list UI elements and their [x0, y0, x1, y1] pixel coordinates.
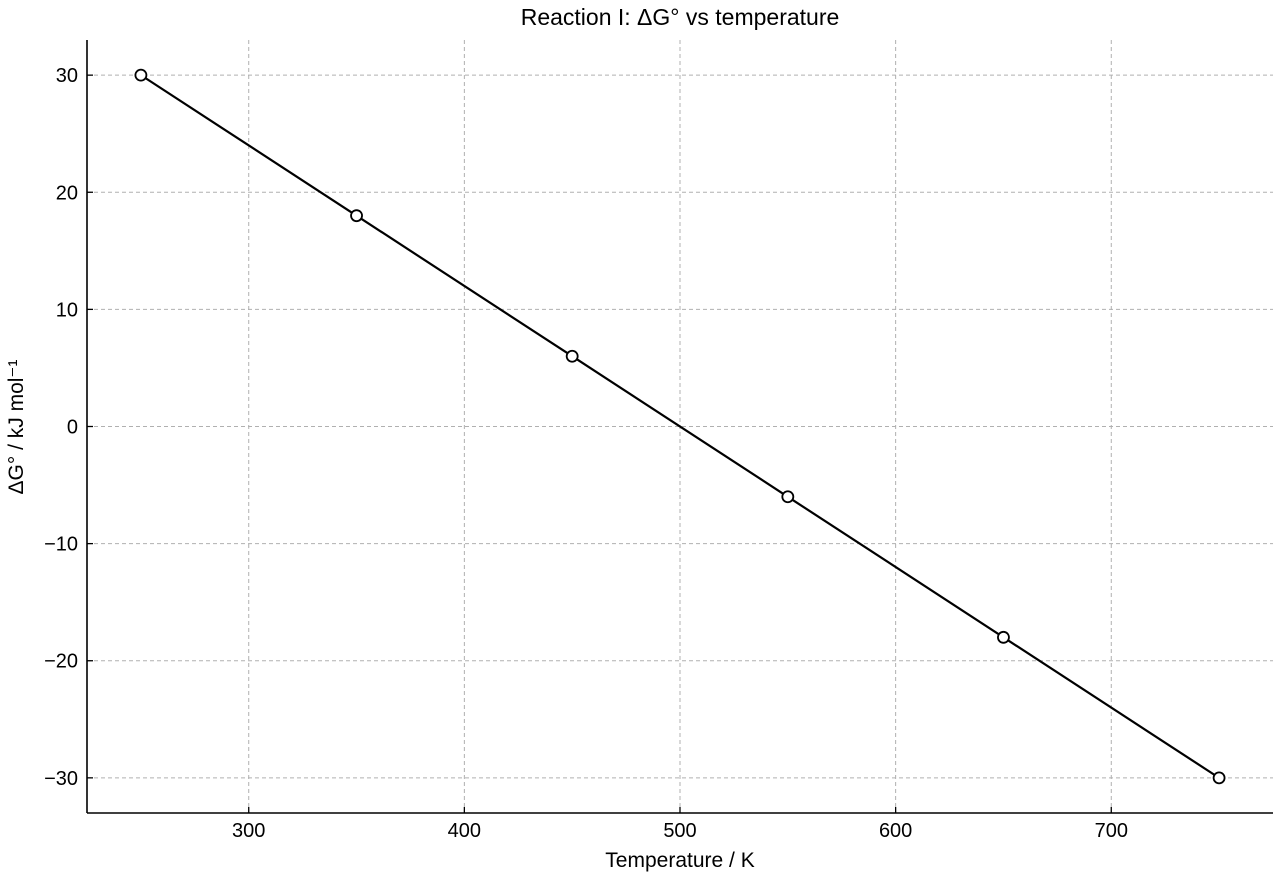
y-tick-label: 0 — [67, 417, 78, 439]
data-point — [350, 209, 363, 223]
plot-area — [134, 68, 1226, 785]
data-point — [565, 349, 579, 363]
x-axis: 300 400 500 600 700 — [232, 807, 1128, 842]
grid — [87, 40, 1273, 813]
x-tick-label: 700 — [1095, 820, 1128, 842]
y-tick-label: 10 — [56, 299, 78, 321]
data-point — [134, 68, 148, 82]
y-tick-label: −30 — [44, 768, 78, 790]
x-tick-label: 400 — [448, 820, 481, 842]
x-tick-label: 300 — [232, 820, 265, 842]
x-tick-label: 500 — [663, 820, 696, 842]
series-line — [140, 74, 1220, 779]
x-tick-label: 600 — [879, 820, 912, 842]
y-axis: 30 20 10 0 −10 −20 −30 — [44, 65, 93, 790]
y-tick-label: 30 — [56, 65, 78, 87]
x-axis-label: Temperature / K — [605, 849, 754, 872]
y-tick-label: −10 — [44, 534, 78, 556]
data-point — [997, 630, 1010, 644]
y-axis-label: ΔG° / kJ mol⁻¹ — [5, 359, 28, 494]
data-point — [1212, 771, 1226, 785]
data-point — [781, 490, 795, 504]
y-tick-label: −20 — [44, 651, 78, 673]
y-tick-label: 20 — [56, 182, 78, 204]
chart-title: Reaction I: ΔG° vs temperature — [521, 4, 840, 30]
